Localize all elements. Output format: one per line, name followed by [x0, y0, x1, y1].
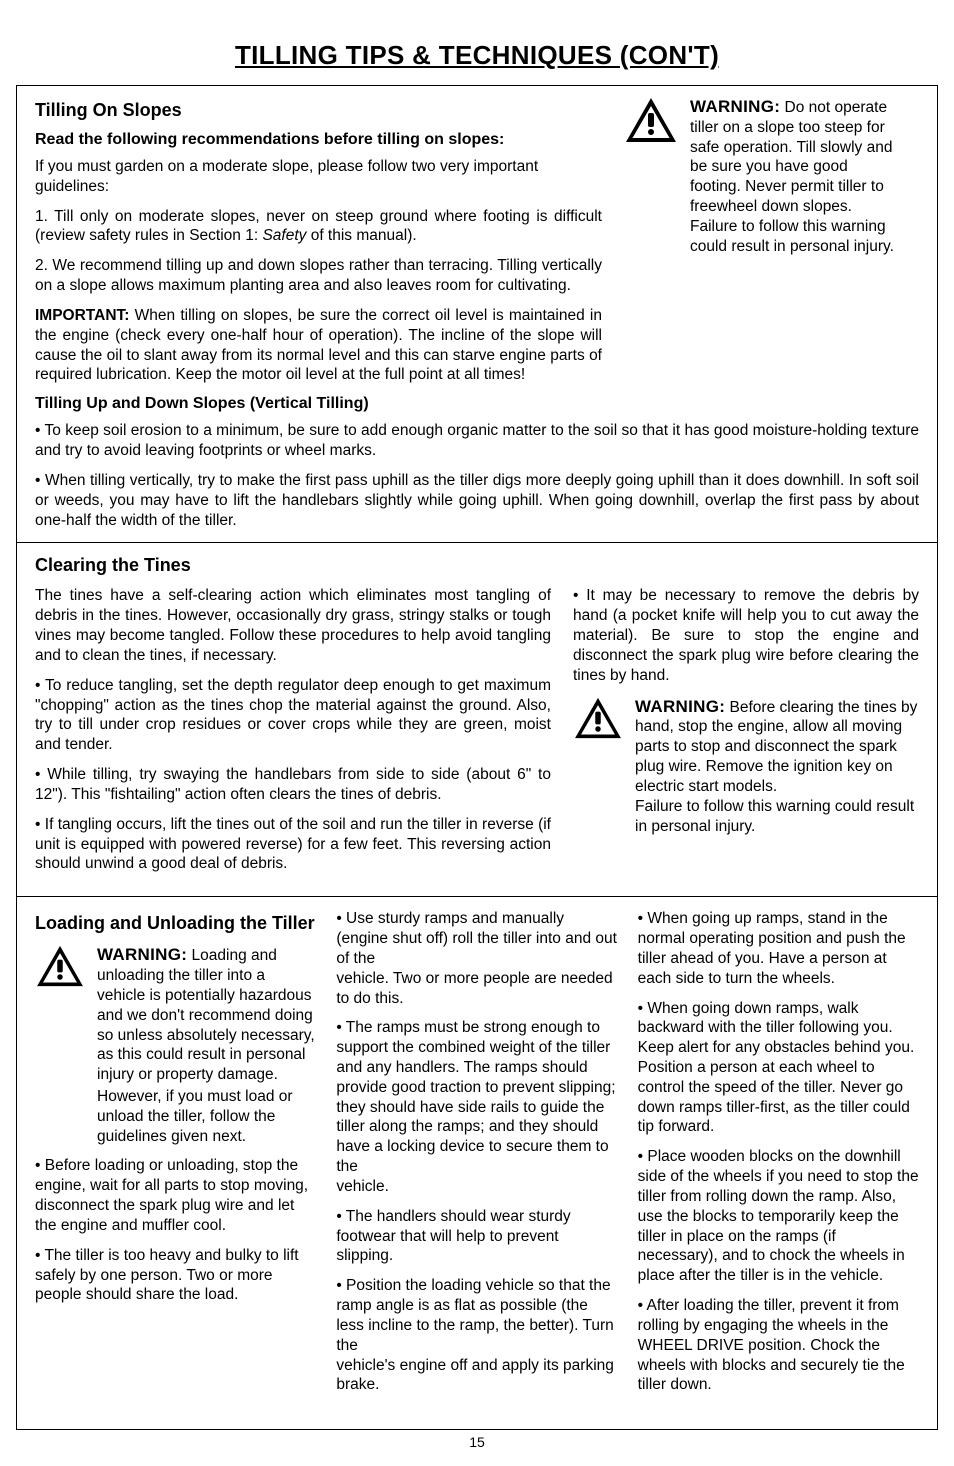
- slopes-p1: 1. Till only on moderate slopes, never o…: [35, 207, 602, 247]
- slopes-p2: 2. We recommend tilling up and down slop…: [35, 256, 602, 296]
- warn-body-3a: Loading and unloading the tiller into a …: [97, 947, 315, 1083]
- warn-body-1: Do not operate tiller on a slope too ste…: [690, 99, 894, 255]
- slopes-row: Tilling On Slopes Read the following rec…: [35, 96, 919, 395]
- divider-1: [17, 542, 937, 543]
- heading-clearing: Clearing the Tines: [35, 555, 919, 576]
- heading-slopes: Tilling On Slopes: [35, 100, 602, 121]
- warn-row-3: WARNING: Loading and unloading the tille…: [35, 944, 316, 1156]
- c1-2: disconnect the spark plug wire and let t…: [35, 1196, 316, 1236]
- c2-7: vehicle's engine off and apply its parki…: [336, 1356, 617, 1396]
- c2-5: • The handlers should wear sturdy footwe…: [336, 1207, 617, 1266]
- clearing-right: • It may be necessary to remove the debr…: [573, 586, 919, 884]
- clear-l2: • To reduce tangling, set the depth regu…: [35, 676, 551, 755]
- page-number: 15: [16, 1434, 938, 1450]
- c1-3: • The tiller is too heavy and bulky to l…: [35, 1246, 316, 1305]
- warning-icon: [35, 944, 85, 988]
- important-label: IMPORTANT:: [35, 307, 129, 324]
- load-col-3: • When going up ramps, stand in the norm…: [638, 909, 919, 1405]
- loading-cols: Loading and Unloading the Tiller WARNING…: [35, 909, 919, 1405]
- load-col-2: • Use sturdy ramps and manually (engine …: [336, 909, 617, 1405]
- warn-label-3: WARNING:: [97, 945, 187, 964]
- page-title: TILLING TIPS & TECHNIQUES (CON'T): [16, 40, 938, 71]
- subheading-slopes: Read the following recommendations befor…: [35, 131, 602, 149]
- c2-6: • Position the loading vehicle so that t…: [336, 1276, 617, 1355]
- v1: • To keep soil erosion to a minimum, be …: [35, 421, 919, 461]
- divider-2: [17, 896, 937, 897]
- page-frame: Tilling On Slopes Read the following rec…: [16, 85, 938, 1430]
- c3-1: • When going up ramps, stand in the norm…: [638, 909, 919, 988]
- c2-1: • Use sturdy ramps and manually (engine …: [336, 909, 617, 968]
- clear-l3: • While tilling, try swaying the handleb…: [35, 765, 551, 805]
- slopes-warning: WARNING: Do not operate tiller on a slop…: [624, 96, 896, 395]
- warn-row-1: WARNING: Do not operate tiller on a slop…: [624, 96, 896, 267]
- c3-3: • Place wooden blocks on the downhill si…: [638, 1147, 919, 1286]
- clearing-row: The tines have a self-clearing action wh…: [35, 586, 919, 884]
- warn-text-2: WARNING: Before clearing the tines by ha…: [635, 696, 919, 847]
- c2-3: • The ramps must be strong enough to sup…: [336, 1018, 617, 1177]
- slopes-p1c: of this manual).: [306, 227, 416, 244]
- heading-loading: Loading and Unloading the Tiller: [35, 913, 316, 934]
- slopes-intro: If you must garden on a moderate slope, …: [35, 157, 602, 197]
- slopes-left: Tilling On Slopes Read the following rec…: [35, 96, 602, 395]
- c3-2: • When going down ramps, walk backward w…: [638, 999, 919, 1138]
- slopes-p1b: Safety: [262, 227, 306, 244]
- warn-text-3: WARNING: Loading and unloading the tille…: [97, 944, 316, 1156]
- c2-4: vehicle.: [336, 1177, 617, 1197]
- clear-l1: The tines have a self-clearing action wh…: [35, 586, 551, 665]
- v2: • When tilling vertically, try to make t…: [35, 471, 919, 530]
- c3-4: • After loading the tiller, prevent it f…: [638, 1296, 919, 1395]
- warn-body-3b: However, if you must load or unload the …: [97, 1087, 316, 1146]
- warn-label-1: WARNING:: [690, 97, 780, 116]
- warn-text-1: WARNING: Do not operate tiller on a slop…: [690, 96, 896, 257]
- c2-2: vehicle. Two or more people are needed t…: [336, 969, 617, 1009]
- load-col-1: Loading and Unloading the Tiller WARNING…: [35, 909, 316, 1405]
- clearing-left: The tines have a self-clearing action wh…: [35, 586, 551, 884]
- slopes-important: IMPORTANT: When tilling on slopes, be su…: [35, 306, 602, 385]
- warning-icon: [573, 696, 623, 740]
- warn-row-2: WARNING: Before clearing the tines by ha…: [573, 696, 919, 847]
- warning-icon: [624, 96, 678, 144]
- warn-body-2b: Failure to follow this warning could res…: [635, 797, 919, 837]
- c1-1: • Before loading or unloading, stop the …: [35, 1156, 316, 1196]
- vertical-heading: Tilling Up and Down Slopes (Vertical Til…: [35, 395, 919, 413]
- clear-r1: • It may be necessary to remove the debr…: [573, 586, 919, 685]
- clear-l4: • If tangling occurs, lift the tines out…: [35, 815, 551, 874]
- warn-label-2: WARNING:: [635, 697, 725, 716]
